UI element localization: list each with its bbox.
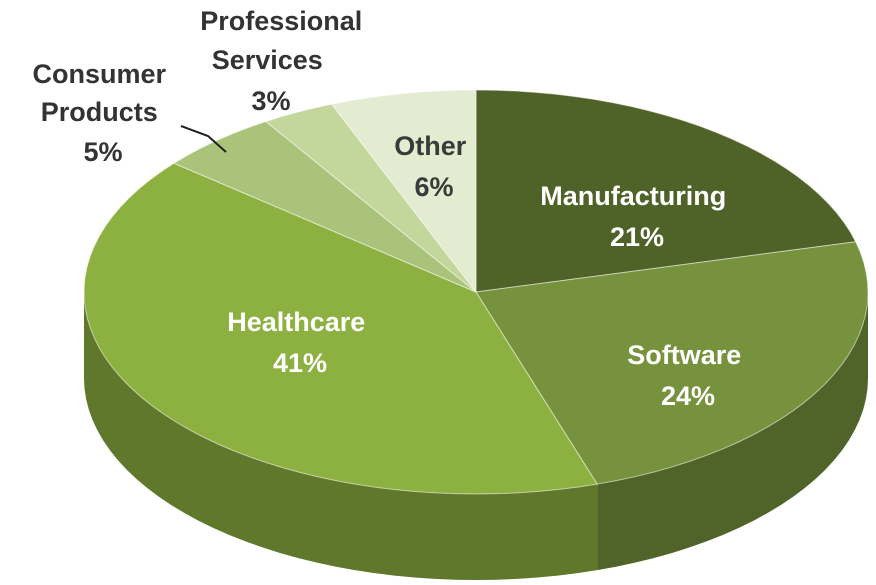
label-other-name: Other	[394, 131, 467, 161]
side-shade-healthcare	[84, 292, 598, 580]
slice-healthcare	[83, 162, 598, 495]
label-software: Software 24%	[627, 340, 749, 411]
label-healthcare-pct: 41%	[273, 348, 327, 378]
label-consumer-line1: Consumer	[32, 59, 166, 89]
slice-other	[330, 89, 477, 294]
label-professional-line1: Professional	[200, 6, 362, 36]
label-manufacturing: Manufacturing 21%	[540, 181, 734, 252]
slice-consumer-products	[172, 120, 477, 293]
pie-tops	[83, 89, 869, 495]
label-healthcare: Healthcare 41%	[227, 307, 373, 378]
label-consumer-products: Consumer Products 5%	[32, 59, 173, 167]
label-healthcare-name: Healthcare	[227, 307, 365, 337]
side-shade-software	[597, 292, 868, 571]
slice-software	[475, 241, 869, 485]
slice-labels: Manufacturing 21% Software 24% Healthcar…	[32, 6, 749, 411]
label-other-pct: 6%	[414, 172, 453, 202]
pie-sides	[84, 292, 868, 580]
side-healthcare	[84, 292, 598, 580]
side-software	[597, 292, 868, 571]
slice-manufacturing	[475, 89, 857, 293]
label-professional-services: Professional Services 3%	[200, 6, 370, 116]
label-consumer-line2: Products	[41, 97, 158, 127]
label-manufacturing-name: Manufacturing	[540, 181, 726, 211]
label-software-pct: 24%	[661, 381, 715, 411]
label-professional-line2: Services	[212, 45, 323, 75]
label-consumer-pct: 5%	[83, 137, 122, 167]
label-professional-pct: 3%	[251, 86, 290, 116]
label-manufacturing-pct: 21%	[610, 222, 664, 252]
label-other: Other 6%	[394, 131, 474, 202]
consumer-products-leader-line	[180, 125, 227, 153]
label-software-name: Software	[627, 340, 741, 370]
